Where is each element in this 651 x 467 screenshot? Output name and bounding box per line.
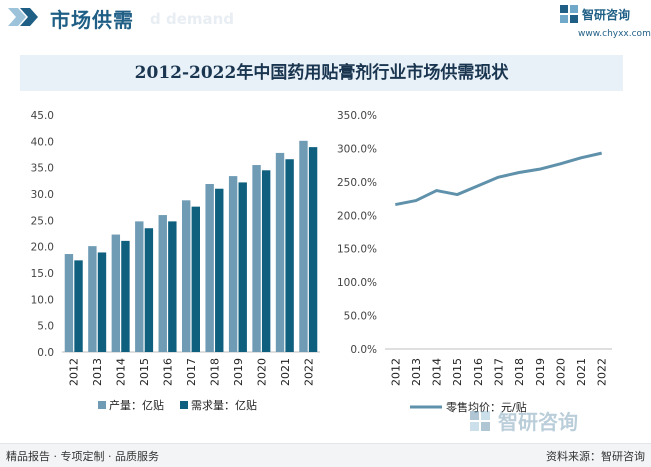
bar-demand — [168, 221, 177, 352]
chart-title: 2012-2022年中国药用贴膏剂行业市场供需现状 — [20, 55, 623, 91]
line-y-tick-label: 300.0% — [337, 143, 377, 155]
brand-logo-icon — [560, 5, 578, 23]
bar-y-tick-label: 45.0 — [31, 110, 54, 122]
bar-y-tick-label: 15.0 — [31, 268, 54, 280]
header: 市场供需 d demand 智研咨询 www.chyxx.com — [0, 0, 651, 40]
line-x-tick-label: 2015 — [451, 358, 464, 386]
legend-swatch-production — [98, 401, 106, 409]
bar-y-tick-label: 0.0 — [37, 347, 54, 359]
line-y-tick-label: 200.0% — [337, 210, 377, 222]
bar-demand — [261, 170, 271, 352]
bar-x-tick-label: 2013 — [91, 358, 104, 386]
bar-x-tick-label: 2015 — [138, 358, 151, 386]
bar-production — [135, 221, 144, 352]
bar-demand — [144, 228, 154, 352]
line-x-tick-label: 2018 — [513, 358, 526, 386]
bar-production — [182, 200, 191, 352]
line-x-tick-label: 2014 — [431, 358, 444, 386]
line-series-retail-price — [395, 151, 603, 207]
bar-production — [205, 183, 214, 352]
bar-y-tick-label: 25.0 — [31, 215, 54, 227]
bar-x-tick-label: 2016 — [162, 358, 175, 386]
bar-production — [88, 246, 97, 352]
watermark-logo-icon — [470, 411, 490, 431]
legend-label-production: 产量：亿贴 — [109, 398, 164, 412]
line-y-tick-label: 100.0% — [337, 277, 377, 289]
bar-x-tick-label: 2012 — [68, 358, 81, 386]
bar-production — [64, 254, 74, 352]
bar-y-tick-label: 20.0 — [31, 242, 54, 254]
bar-production — [275, 152, 285, 352]
header-ghost-text: d demand — [150, 10, 235, 28]
bar-demand — [308, 147, 318, 352]
bar-x-tick-label: 2022 — [302, 358, 315, 386]
line-x-tick-label: 2017 — [493, 358, 506, 386]
line-y-tick-label: 50.0% — [344, 311, 377, 323]
bar-production — [228, 176, 238, 352]
line-x-tick-label: 2013 — [410, 358, 423, 386]
line-x-tick-label: 2022 — [596, 358, 609, 386]
line-y-tick-label: 250.0% — [337, 177, 377, 189]
bar-x-tick-label: 2017 — [185, 358, 198, 386]
bar-y-tick-label: 5.0 — [37, 321, 54, 333]
section-title: 市场供需 — [50, 8, 134, 32]
watermark-text: 智研咨询 — [498, 410, 578, 434]
bar-x-tick-label: 2018 — [208, 358, 221, 386]
brand-site: www.chyxx.com — [578, 29, 651, 39]
line-x-tick-label: 2020 — [554, 358, 567, 386]
footer-source: 资料来源：智研咨询 — [546, 450, 645, 463]
footer-slogan: 精品报告 · 专项定制 · 品质服务 — [6, 450, 159, 463]
bar-x-tick-label: 2020 — [255, 358, 268, 386]
bar-x-tick-label: 2014 — [115, 358, 128, 386]
bar-demand — [74, 260, 83, 352]
bar-demand — [97, 252, 107, 352]
bar-production — [111, 234, 121, 352]
bar-demand — [191, 206, 200, 352]
brand-name: 智研咨询 — [582, 8, 631, 22]
line-y-tick-label: 150.0% — [337, 244, 377, 256]
legend-label-retail-price: 零售均价：元/贴 — [446, 400, 527, 414]
legend-label-demand: 需求量：亿贴 — [191, 398, 257, 412]
header-chevron-icon — [8, 8, 38, 26]
footer: 精品报告 · 专项定制 · 品质服务 资料来源：智研咨询 — [0, 443, 651, 467]
line-x-tick-label: 2019 — [534, 358, 547, 386]
bar-x-tick-label: 2021 — [279, 358, 292, 386]
bar-y-tick-label: 40.0 — [31, 136, 54, 148]
bar-demand — [285, 159, 294, 352]
bar-y-tick-label: 35.0 — [31, 163, 54, 175]
line-x-tick-label: 2021 — [575, 358, 588, 386]
watermark-logo: 智研咨询 — [468, 405, 618, 439]
line-x-tick-label: 2016 — [472, 358, 485, 386]
legend-swatch-demand — [180, 401, 188, 409]
line-y-tick-label: 350.0% — [337, 110, 377, 122]
bar-production — [158, 215, 167, 352]
bar-production — [299, 140, 308, 352]
bar-x-tick-label: 2019 — [232, 358, 245, 386]
line-y-tick-label: 0.0% — [350, 344, 377, 356]
charts-area: 0.0 5.0 10.0 15.0 20.0 25.0 30.0 35.0 40.0 45.0 20… — [31, 110, 612, 414]
bar-y-tick-label: 30.0 — [31, 189, 54, 201]
line-x-tick-label: 2012 — [389, 358, 402, 386]
bar-demand — [215, 188, 224, 352]
bar-y-tick-label: 10.0 — [31, 294, 54, 306]
bar-demand — [121, 240, 130, 352]
bar-demand — [238, 182, 247, 352]
bar-production — [252, 165, 261, 352]
